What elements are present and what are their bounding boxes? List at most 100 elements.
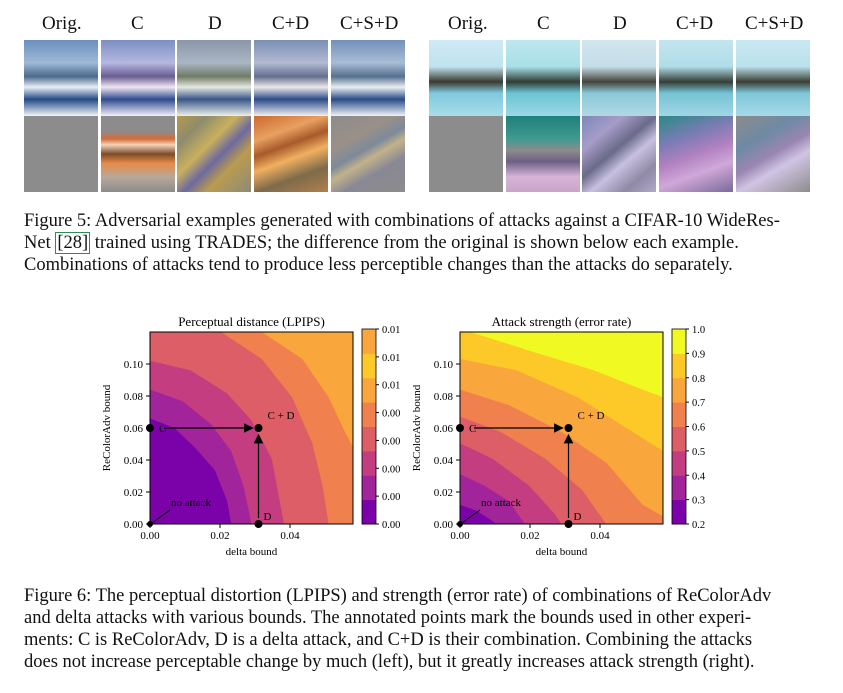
col-header-orig: Orig. (42, 13, 82, 34)
lpips-contour-plot: Perceptual distance (LPIPS) 0.00 0.02 0.04 0… (101, 314, 400, 558)
lpips-point-label-c: C (159, 423, 166, 435)
figure-6-caption-line-3: ments: C is ReColorAdv, D is a delta att… (24, 630, 753, 650)
error-rate-colorbar-tick-label: 0.5 (692, 447, 705, 458)
lpips-no-attack-label: no attack (171, 497, 212, 509)
lpips-colorbar-segment-3 (362, 450, 376, 476)
lpips-colorbar-segment-6 (362, 377, 376, 403)
lpips-x-tick-label: 0.00 (140, 530, 160, 542)
lpips-contour-band-1 (150, 418, 232, 524)
lpips-colorbar-tick-label: 0.010 (382, 381, 400, 392)
lpips-point-c-plus-d (254, 424, 263, 432)
lpips-colorbar-frame (361, 328, 377, 525)
error-rate-y-tick-label: 0.04 (434, 455, 454, 467)
figure-6-caption-line-4: does not increase perceptable change by … (24, 652, 755, 672)
lpips-point-origin (147, 521, 153, 527)
lpips-y-tick-label: 0.06 (124, 423, 144, 435)
error-rate-point-label-c-plus-d: C + D (578, 410, 605, 422)
error-rate-y-tick-label: 0.02 (434, 487, 453, 499)
error-rate-x-tick-label: 0.04 (590, 530, 610, 542)
example-cd-airplane (254, 40, 328, 192)
error-rate-contour-band-1 (460, 504, 497, 524)
figure-6-caption: Figure 6: The perceptual distortion (LPI… (24, 585, 824, 673)
lpips-colorbar-segment-7 (362, 353, 376, 379)
lpips-colorbar-tick-label: 0.014 (382, 325, 400, 336)
lpips-x-tick-label: 0.02 (210, 530, 229, 542)
error-rate-colorbar-tick-label: 0.3 (692, 496, 705, 507)
example-cd-lighthouse (659, 40, 733, 192)
figure-5-caption-line-3: Combinations of attacks tend to produce … (24, 255, 733, 275)
error-rate-point-origin (457, 521, 463, 527)
col-header-c: C (131, 13, 144, 34)
error-rate-y-tick-label: 0.10 (434, 359, 454, 371)
lpips-colorbar-segment-1 (362, 499, 376, 525)
lpips-x-axis-label: delta bound (226, 546, 278, 558)
error-rate-colorbar-tick-label: 0.2 (692, 520, 705, 531)
lpips-x-tick-label: 0.04 (280, 530, 300, 542)
figure-6-caption-line-2: and delta attacks with various bounds. T… (24, 608, 752, 628)
col-header-d-right: D (613, 13, 627, 34)
error-rate-chart-title: Attack strength (error rate) (492, 314, 632, 329)
error-rate-colorbar-segment-3 (672, 450, 686, 476)
error-rate-y-axis-label: ReColorAdv bound (411, 384, 423, 471)
lpips-colorbar-tick-label: 0.008 (382, 409, 400, 420)
lpips-no-attack-pointer (151, 509, 171, 524)
error-rate-point-c-plus-d (564, 424, 573, 432)
lpips-chart-title: Perceptual distance (LPIPS) (178, 314, 325, 329)
error-rate-no-attack-pointer (461, 509, 481, 524)
lpips-y-axis-label: ReColorAdv bound (101, 384, 113, 471)
figure-5-caption-line-1: Figure 5: Adversarial examples generated… (24, 211, 780, 231)
example-d-airplane (177, 40, 251, 192)
error-rate-y-tick-label: 0.06 (434, 423, 454, 435)
error-rate-colorbar-tick-label: 0.7 (692, 398, 705, 409)
col-header-c-s-d-right: C+S+D (745, 13, 804, 34)
error-rate-colorbar-tick-label: 1.0 (692, 325, 705, 336)
error-rate-colorbar-tick-label: 0.9 (692, 349, 705, 360)
col-header-orig-right: Orig. (448, 13, 488, 34)
error-rate-colorbar-tick-label: 0.8 (692, 374, 705, 385)
figure-6-caption-line-1: Figure 6: The perceptual distortion (LPI… (24, 586, 772, 606)
example-c-airplane (101, 40, 175, 192)
error-rate-colorbar-segment-6 (672, 377, 686, 403)
col-header-c-right: C (537, 13, 550, 34)
error-rate-contour-plot: Attack strength (error rate) 0.00 0.02 0.04… (411, 314, 706, 558)
lpips-y-tick-label: 0.00 (124, 519, 144, 531)
lpips-y-tick-label: 0.02 (124, 487, 143, 499)
lpips-y-tick-label: 0.04 (124, 455, 144, 467)
lpips-point-label-c-plus-d: C + D (268, 410, 295, 422)
error-rate-x-tick-label: 0.02 (520, 530, 539, 542)
lpips-colorbar-tick-label: 0.012 (382, 353, 400, 364)
error-rate-colorbar-tick-label: 0.6 (692, 423, 705, 434)
error-rate-point-d (564, 520, 573, 528)
col-header-d: D (208, 13, 222, 34)
error-rate-colorbar-segment-5 (672, 402, 686, 427)
lpips-colorbar-tick-label: 0.002 (382, 492, 400, 503)
lpips-colorbar-tick-label: 0.000 (382, 520, 400, 531)
lpips-y-tick-label: 0.08 (124, 391, 144, 403)
lpips-colorbar-segment-2 (362, 475, 376, 501)
error-rate-x-tick-label: 0.00 (450, 530, 470, 542)
citation-link[interactable]: [28] (55, 232, 91, 254)
example-orig-airplane (24, 40, 98, 192)
error-rate-y-tick-label: 0.08 (434, 391, 454, 403)
example-csd-lighthouse (736, 40, 810, 192)
error-rate-colorbar-segment-4 (672, 426, 686, 452)
figure-5-caption-line-2: Net [28] trained using TRADES; the diffe… (24, 232, 824, 254)
lpips-colorbar-segment-4 (362, 426, 376, 452)
figure-5-caption: Figure 5: Adversarial examples generated… (24, 210, 824, 276)
error-rate-x-axis-label: delta bound (536, 546, 588, 558)
example-csd-airplane (331, 40, 405, 192)
error-rate-colorbar-segment-7 (672, 353, 686, 379)
error-rate-no-attack-label: no attack (481, 497, 522, 509)
lpips-colorbar-segment-5 (362, 402, 376, 427)
error-rate-point-label-c: C (469, 423, 476, 435)
col-header-c-s-d: C+S+D (340, 13, 399, 34)
lpips-point-label-d: D (264, 511, 272, 523)
example-strip-airplane (24, 40, 405, 192)
error-rate-colorbar-segment-8 (672, 329, 686, 354)
col-header-c-plus-d-right: C+D (676, 13, 714, 34)
example-d-lighthouse (582, 40, 656, 192)
error-rate-point-c (456, 424, 464, 432)
figure-5-caption-line-2-start: Net (24, 233, 56, 253)
figure-5: Orig. C D C+D C+S+D Orig. C D C+D C+S+D (0, 0, 843, 200)
lpips-y-tick-label: 0.10 (124, 359, 144, 371)
